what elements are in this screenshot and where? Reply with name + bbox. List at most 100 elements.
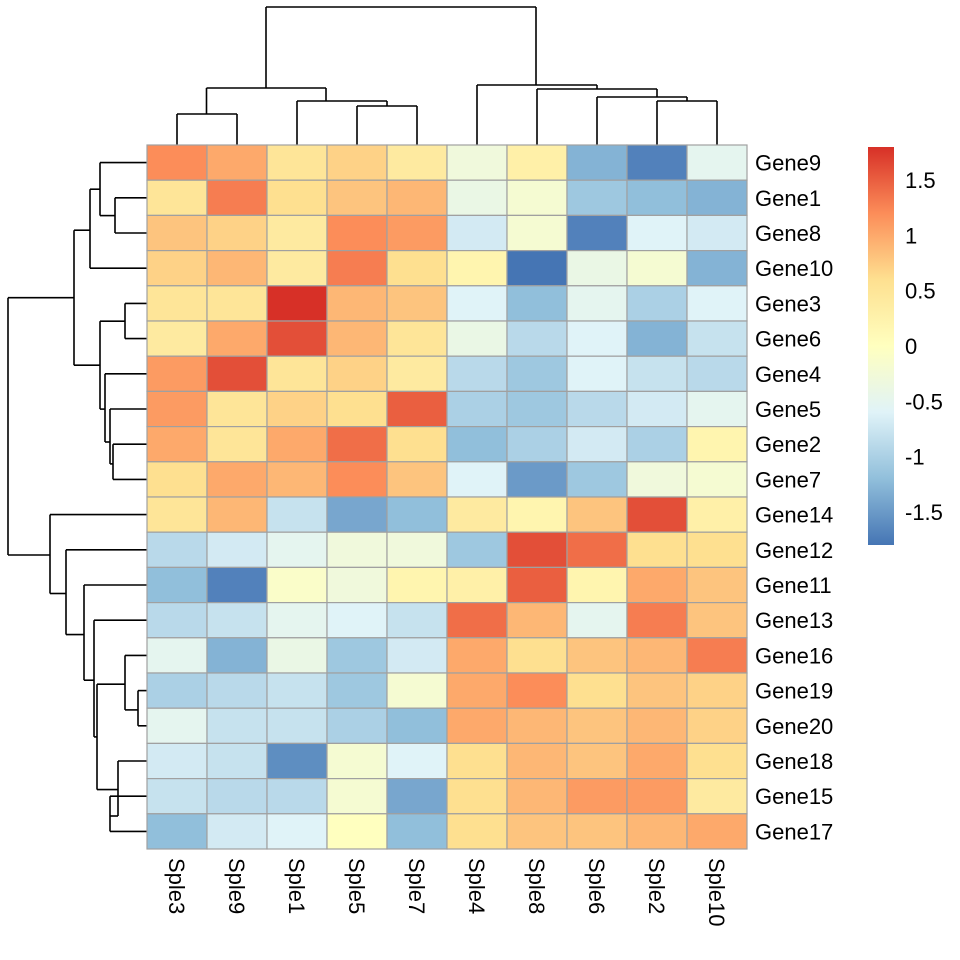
heatmap-cell-gene11-sple4 [446, 566, 508, 604]
heatmap-cell-gene13-sple8 [506, 601, 568, 639]
row-label: Gene10 [755, 256, 833, 281]
heatmap-cell-gene6-sple10 [686, 320, 748, 357]
row-label: Gene14 [755, 503, 833, 528]
heatmap-cell-gene14-sple6 [566, 496, 628, 533]
row-label: Gene20 [755, 714, 833, 739]
heatmap-cell-gene18-sple7 [386, 742, 448, 780]
heatmap-cell-gene10-sple3 [146, 250, 208, 287]
heatmap-cell-gene17-sple7 [386, 813, 448, 850]
heatmap-cell-gene17-sple9 [206, 813, 268, 850]
heatmap-cell-gene20-sple3 [146, 707, 208, 745]
heatmap-cell-gene1-sple9 [206, 179, 268, 216]
heatmap-cell-gene4-sple7 [386, 355, 448, 393]
heatmap-cell-gene20-sple10 [686, 707, 748, 745]
heatmap-cell-gene16-sple8 [506, 637, 568, 674]
column-label: Sple6 [584, 858, 609, 914]
heatmap-cell-gene20-sple1 [266, 707, 328, 745]
heatmap-cell-gene10-sple7 [386, 250, 448, 287]
heatmap-cell-gene8-sple1 [266, 214, 328, 252]
heatmap-cell-gene15-sple5 [326, 777, 388, 815]
legend-tick-label: 0.5 [905, 279, 936, 304]
color-legend-bar [868, 147, 894, 545]
heatmap-cell-gene12-sple5 [326, 531, 388, 569]
heatmap-cell-gene9-sple4 [446, 144, 508, 181]
legend-tick-label: 1.5 [905, 168, 936, 193]
heatmap-cell-gene9-sple7 [386, 144, 448, 181]
heatmap-cell-gene10-sple6 [566, 250, 628, 287]
heatmap-cell-gene15-sple2 [626, 777, 688, 815]
heatmap-cell-gene17-sple4 [446, 813, 508, 850]
heatmap-cell-gene2-sple6 [566, 426, 628, 463]
heatmap-cell-gene2-sple7 [386, 426, 448, 463]
heatmap-cell-gene12-sple9 [206, 531, 268, 569]
heatmap-cell-gene5-sple2 [626, 390, 688, 428]
heatmap-cell-gene11-sple6 [566, 566, 628, 604]
heatmap-cell-gene18-sple2 [626, 742, 688, 780]
row-label: Gene2 [755, 432, 821, 457]
heatmap-cell-gene5-sple1 [266, 390, 328, 428]
column-label: Sple2 [644, 858, 669, 914]
heatmap-cell-gene2-sple3 [146, 426, 208, 463]
column-label: Sple7 [404, 858, 429, 914]
heatmap-cell-gene14-sple3 [146, 496, 208, 533]
row-label: Gene11 [755, 573, 832, 598]
heatmap-cell-gene11-sple2 [626, 566, 688, 604]
heatmap-cells [146, 144, 748, 850]
heatmap-cell-gene13-sple7 [386, 601, 448, 639]
heatmap-cell-gene7-sple10 [686, 461, 748, 498]
heatmap-cell-gene19-sple3 [146, 672, 208, 709]
heatmap-cell-gene20-sple2 [626, 707, 688, 745]
heatmap-cell-gene3-sple4 [446, 285, 508, 322]
heatmap-cell-gene16-sple1 [266, 637, 328, 674]
row-label: Gene6 [755, 327, 821, 352]
heatmap-cell-gene1-sple7 [386, 179, 448, 216]
heatmap-cell-gene11-sple8 [506, 566, 568, 604]
heatmap-cell-gene3-sple9 [206, 285, 268, 322]
heatmap-cell-gene15-sple3 [146, 777, 208, 815]
heatmap-cell-gene8-sple3 [146, 214, 208, 252]
heatmap-cell-gene16-sple2 [626, 637, 688, 674]
heatmap-cell-gene18-sple9 [206, 742, 268, 780]
heatmap-cell-gene4-sple6 [566, 355, 628, 393]
row-label: Gene7 [755, 467, 821, 492]
heatmap-cell-gene7-sple9 [206, 461, 268, 498]
heatmap-cell-gene6-sple2 [626, 320, 688, 357]
heatmap-cell-gene11-sple5 [326, 566, 388, 604]
heatmap-cell-gene15-sple1 [266, 777, 328, 815]
heatmap-cell-gene17-sple6 [566, 813, 628, 850]
heatmap-cell-gene20-sple4 [446, 707, 508, 745]
heatmap-cell-gene4-sple2 [626, 355, 688, 393]
heatmap-cell-gene10-sple9 [206, 250, 268, 287]
heatmap-cell-gene13-sple1 [266, 601, 328, 639]
heatmap-cell-gene2-sple4 [446, 426, 508, 463]
heatmap-cell-gene8-sple8 [506, 214, 568, 252]
heatmap-cell-gene16-sple4 [446, 637, 508, 674]
heatmap-cell-gene10-sple1 [266, 250, 328, 287]
heatmap-cell-gene5-sple9 [206, 390, 268, 428]
heatmap-cell-gene3-sple7 [386, 285, 448, 322]
heatmap-cell-gene13-sple9 [206, 601, 268, 639]
legend-tick-label: 0 [905, 334, 917, 359]
heatmap-cell-gene9-sple9 [206, 144, 268, 181]
heatmap-cell-gene11-sple3 [146, 566, 208, 604]
legend-tick-label: -1.5 [905, 500, 943, 525]
color-legend-ticks: 1.5 1 0.5 0 -0.5 -1 -1.5 [905, 168, 943, 525]
heatmap-cell-gene4-sple4 [446, 355, 508, 393]
heatmap-cell-gene12-sple1 [266, 531, 328, 569]
heatmap-cell-gene10-sple8 [506, 250, 568, 287]
heatmap-cell-gene3-sple1 [266, 285, 328, 322]
row-label: Gene13 [755, 608, 833, 633]
heatmap-cell-gene18-sple4 [446, 742, 508, 780]
heatmap-cell-gene14-sple5 [326, 496, 388, 533]
heatmap-cell-gene4-sple8 [506, 355, 568, 393]
heatmap-cell-gene5-sple3 [146, 390, 208, 428]
heatmap-cell-gene10-sple10 [686, 250, 748, 287]
heatmap-cell-gene1-sple2 [626, 179, 688, 216]
row-label: Gene4 [755, 362, 821, 387]
heatmap-cell-gene3-sple2 [626, 285, 688, 322]
heatmap-cell-gene7-sple2 [626, 461, 688, 498]
heatmap-cell-gene3-sple8 [506, 285, 568, 322]
heatmap-cell-gene14-sple2 [626, 496, 688, 533]
heatmap-cell-gene3-sple6 [566, 285, 628, 322]
heatmap-cell-gene16-sple9 [206, 637, 268, 674]
